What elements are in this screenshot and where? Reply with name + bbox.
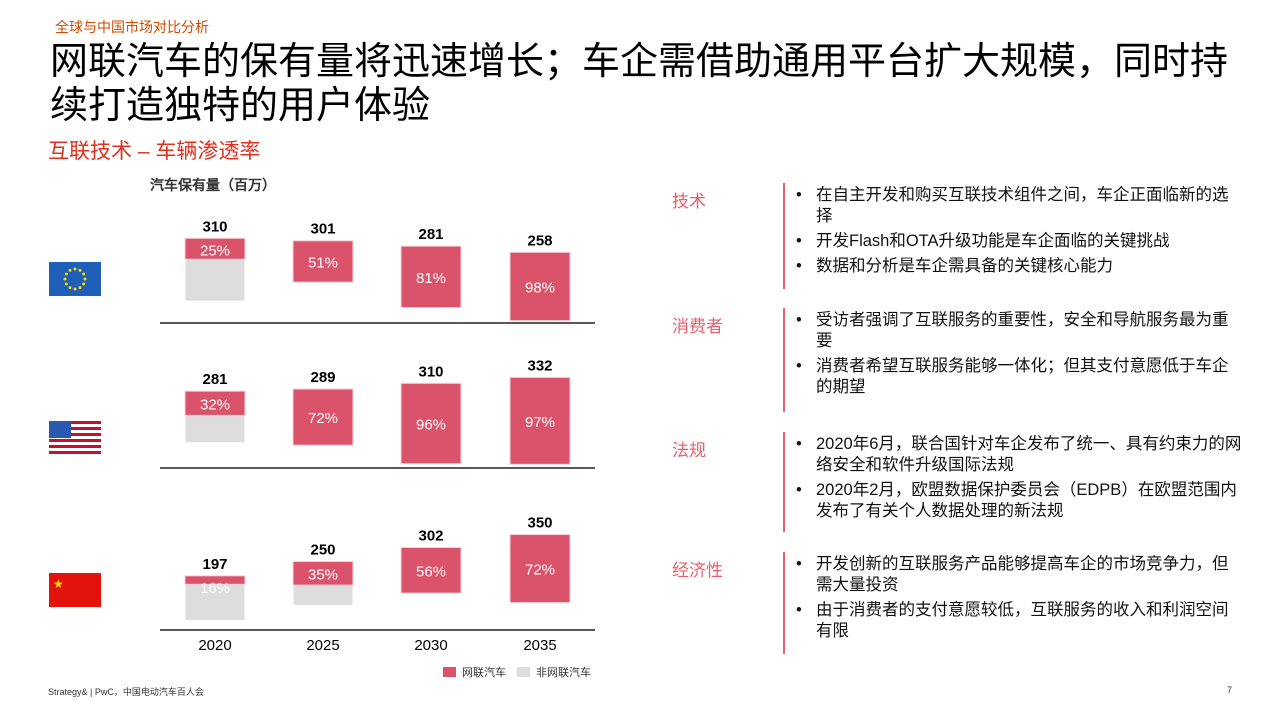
- data-label-percent: 25%: [200, 242, 230, 259]
- bullet-item: 在自主开发和购买互联技术组件之间，车企正面临新的选择: [792, 185, 1242, 227]
- subtitle: 互联技术 – 车辆渗透率: [48, 140, 261, 163]
- bullet-item: 2020年6月，联合国针对车企发布了统一、具有约束力的网络安全和软件升级国际法规: [792, 434, 1242, 476]
- data-label-total: 281: [418, 226, 443, 243]
- bullet-item: 开发创新的互联服务产品能够提高车企的市场竞争力，但需大量投资: [792, 554, 1242, 596]
- footer-source: Strategy& | PwC，中国电动汽车百人会: [48, 687, 204, 697]
- page-title: 网联汽车的保有量将迅速增长；车企需借助通用平台扩大规模，同时持续打造独特的用户体…: [50, 41, 1229, 127]
- section-divider: [783, 552, 785, 654]
- bullet-list: 受访者强调了互联服务的重要性，安全和导航服务最为重要消费者希望互联服务能够一体化…: [792, 310, 1242, 402]
- bar-connected: [184, 575, 246, 585]
- bar-connected: [292, 561, 354, 586]
- stacked-bar-chart: 25% 310 51% 301 81% 281 98% 258 32% 281 72% 289 96% 3…: [160, 218, 595, 654]
- data-label-percent: 81%: [416, 270, 446, 287]
- bullet-item: 由于消费者的支付意愿较低，互联服务的收入和利润空间有限: [792, 600, 1242, 642]
- bullet-item: 开发Flash和OTA升级功能是车企面临的关键挑战: [792, 231, 1242, 252]
- bar-connected: [509, 534, 571, 604]
- legend-label: 网联汽车: [462, 667, 506, 679]
- data-label-percent: 96%: [416, 416, 446, 433]
- data-label-total: 302: [418, 527, 443, 544]
- x-tick-label: 2020: [198, 637, 231, 654]
- section-label: 消费者: [672, 317, 723, 336]
- data-label-total: 310: [418, 363, 443, 380]
- bullet-list: 2020年6月，联合国针对车企发布了统一、具有约束力的网络安全和软件升级国际法规…: [792, 434, 1242, 526]
- bar-connected: [400, 546, 462, 594]
- page-number: 7: [1227, 685, 1233, 695]
- x-tick-label: 2030: [414, 637, 447, 654]
- data-label-total: 332: [527, 357, 552, 374]
- bullet-item: 受访者强调了互联服务的重要性，安全和导航服务最为重要: [792, 310, 1242, 352]
- bullet-list: 开发创新的互联服务产品能够提高车企的市场竞争力，但需大量投资由于消费者的支付意愿…: [792, 554, 1242, 646]
- x-tick-label: 2035: [523, 637, 556, 654]
- data-label-percent: 97%: [525, 414, 555, 431]
- data-label-percent: 98%: [525, 279, 555, 296]
- data-label-percent: 16%: [200, 580, 230, 597]
- bar-connected: [292, 240, 354, 283]
- data-label-percent: 32%: [200, 396, 230, 413]
- bar-connected: [292, 388, 354, 446]
- section-label: 技术: [672, 192, 706, 211]
- bar-connected: [400, 382, 462, 465]
- data-label-percent: 51%: [308, 254, 338, 271]
- bullet-item: 2020年2月，欧盟数据保护委员会（EDPB）在欧盟范围内发布了有关个人数据处理…: [792, 480, 1242, 522]
- data-label-total: 250: [310, 542, 335, 559]
- data-label-percent: 72%: [525, 562, 555, 579]
- data-label-percent: 56%: [416, 563, 446, 580]
- section-label: 经济性: [672, 561, 723, 580]
- legend-swatch: [517, 667, 530, 677]
- bar-connected: [509, 376, 571, 465]
- us-flag-icon: [49, 421, 101, 455]
- data-label-total: 197: [202, 556, 227, 573]
- bar-connected: [400, 245, 462, 309]
- legend-connected: 网联汽车: [443, 664, 506, 680]
- chart-title: 汽车保有量（百万）: [150, 177, 276, 193]
- legend-non-connected: 非网联汽车: [517, 664, 591, 680]
- section-label: 法规: [672, 441, 706, 460]
- bar-connected: [184, 390, 246, 416]
- data-label-total: 281: [202, 371, 227, 388]
- eu-flag-icon: [49, 262, 101, 296]
- breadcrumb: 全球与中国市场对比分析: [55, 19, 209, 35]
- section-divider: [783, 308, 785, 412]
- data-label-total: 310: [202, 218, 227, 235]
- legend-label: 非网联汽车: [536, 667, 591, 679]
- data-label-percent: 35%: [308, 566, 338, 583]
- section-divider: [783, 432, 785, 532]
- bullet-item: 数据和分析是车企需具备的关键核心能力: [792, 256, 1242, 277]
- bar-connected: [184, 237, 246, 260]
- china-flag-icon: ★: [49, 573, 101, 607]
- section-divider: [783, 183, 785, 289]
- data-label-total: 301: [310, 221, 335, 238]
- data-label-percent: 72%: [308, 410, 338, 427]
- bullet-item: 消费者希望互联服务能够一体化；但其支付意愿低于车企的期望: [792, 356, 1242, 398]
- legend-swatch: [443, 667, 456, 677]
- bar-connected: [509, 251, 571, 322]
- x-tick-label: 2025: [306, 637, 339, 654]
- data-label-total: 350: [527, 515, 552, 532]
- bullet-list: 在自主开发和购买互联技术组件之间，车企正面临新的选择开发Flash和OTA升级功…: [792, 185, 1242, 281]
- data-label-total: 258: [527, 232, 552, 249]
- data-label-total: 289: [310, 369, 335, 386]
